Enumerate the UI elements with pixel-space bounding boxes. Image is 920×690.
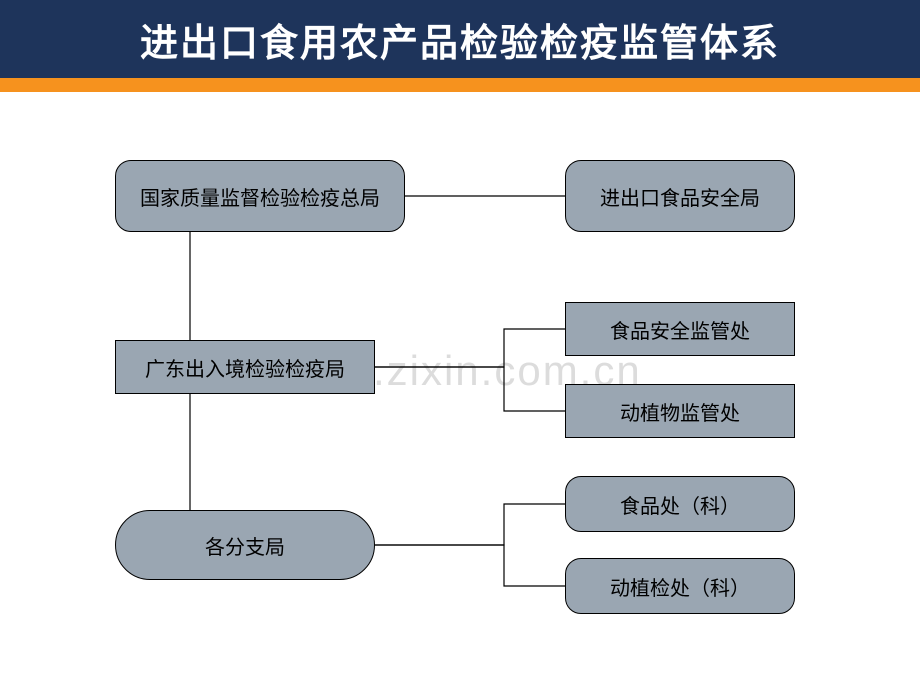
node-n7: 食品处（科） [565,476,795,532]
edge-n6-n7 [375,504,565,545]
node-n5: 动植物监管处 [565,384,795,438]
node-n4: 食品安全监管处 [565,302,795,356]
edge-n6-n8 [375,545,565,586]
node-n6: 各分支局 [115,510,375,580]
header-divider [0,78,920,92]
org-diagram: www.zixin.com.cn 国家质量监督检验检疫总局进出口食品安全局广东出… [0,92,920,690]
edge-n3-n4 [375,329,565,367]
node-n2: 进出口食品安全局 [565,160,795,232]
node-n3: 广东出入境检验检疫局 [115,340,375,394]
node-n1: 国家质量监督检验检疫总局 [115,160,405,232]
header: 进出口食用农产品检验检疫监管体系 [0,0,920,78]
page-title: 进出口食用农产品检验检疫监管体系 [140,12,780,67]
node-n8: 动植检处（科） [565,558,795,614]
edge-n3-n5 [375,367,565,411]
